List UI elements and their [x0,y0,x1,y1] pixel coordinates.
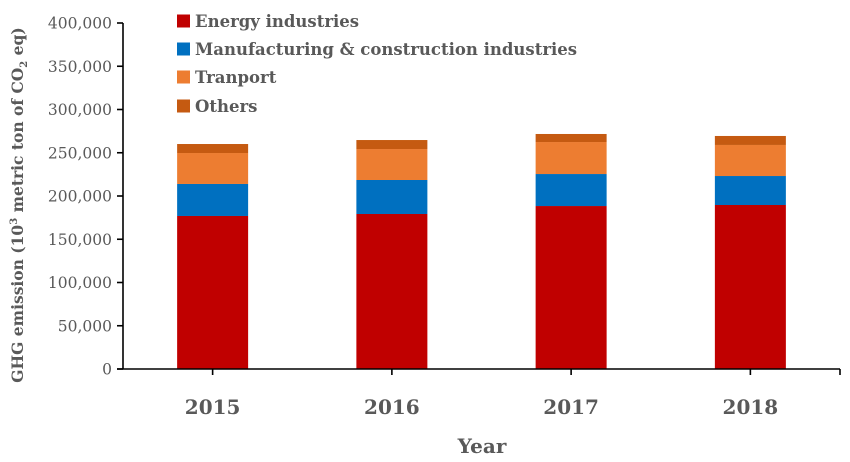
bar-segment-tranport-2018 [714,144,786,177]
y-ticks-group: 0 50,000 100,000 150,000 200,000 250,000 300,0… [48,15,123,379]
legend-swatch [177,70,190,84]
legend-label: Others [195,97,257,116]
y-tick-label: 400,000 [48,15,112,33]
legend-item: Tranport [177,68,277,87]
bar-segment-manufacturing-construction-industries-2018 [714,176,786,205]
legend-swatch [177,14,190,28]
x-tick-label: 2018 [723,395,779,419]
bar-segment-manufacturing-construction-industries-2017 [535,174,607,207]
bar-segment-tranport-2015 [177,153,249,184]
bar-stack-2016 [356,140,428,369]
legend-label: Energy industries [195,12,359,31]
y-axis-title-sub: 2 [19,61,30,68]
y-axis-title-prefix: GHG emission (10 [8,225,27,383]
legend-swatch [177,99,190,113]
x-tick-label: 2016 [364,395,420,419]
legend: Energy industries Manufacturing & constru… [177,12,577,116]
y-axis-title-middle: metric ton of CO [8,68,27,218]
legend-swatch [177,42,190,56]
x-axis-title: Year [457,434,507,458]
x-tick-label: 2017 [543,395,599,419]
bar-segment-others-2015 [177,144,249,154]
bar-stack-2017 [535,133,607,369]
bars-group [177,133,786,369]
bar-stack-2015 [177,144,249,369]
bar-stack-2018 [714,135,786,369]
y-axis-title-sup: 3 [9,218,20,225]
bar-segment-others-2017 [535,133,607,143]
y-tick-label: 200,000 [48,188,112,206]
bar-segment-others-2018 [714,135,786,145]
legend-label: Tranport [195,68,277,87]
bar-segment-manufacturing-construction-industries-2015 [177,183,249,216]
bar-segment-energy-industries-2016 [356,213,428,369]
bar-segment-manufacturing-construction-industries-2016 [356,179,428,214]
y-axis-title: GHG emission (103 metric ton of CO2 eq) [8,27,30,382]
y-tick-label: 0 [102,361,112,379]
bar-segment-energy-industries-2015 [177,215,249,369]
legend-item: Others [177,97,257,116]
y-tick-label: 150,000 [48,231,112,249]
bar-segment-tranport-2016 [356,149,428,180]
legend-item: Energy industries [177,12,359,31]
y-tick-label: 250,000 [48,144,112,162]
x-tick-label: 2015 [185,395,241,419]
x-ticks-group: 2015 2016 2017 2018 [185,369,841,419]
bar-segment-tranport-2017 [535,142,607,175]
y-tick-label: 50,000 [58,317,112,335]
legend-item: Manufacturing & construction industries [177,40,577,59]
legend-label: Manufacturing & construction industries [195,40,577,59]
y-axis-title-suffix: eq) [8,27,27,60]
y-tick-label: 350,000 [48,58,112,76]
y-tick-label: 300,000 [48,101,112,119]
bar-segment-energy-industries-2018 [714,204,786,369]
bar-segment-energy-industries-2017 [535,206,607,369]
bar-segment-others-2016 [356,140,428,150]
y-tick-label: 100,000 [48,274,112,292]
